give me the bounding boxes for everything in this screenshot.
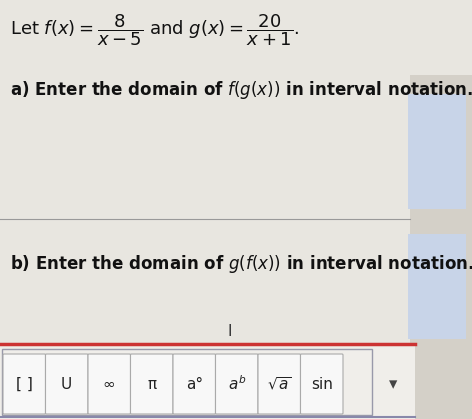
Text: Let $f(x) = \dfrac{8}{x-5}$ and $g(x) = \dfrac{20}{x+1}$.: Let $f(x) = \dfrac{8}{x-5}$ and $g(x) = … <box>10 12 299 48</box>
FancyBboxPatch shape <box>301 354 343 414</box>
Text: b) Enter the domain of $g(f(x))$ in interval notation.: b) Enter the domain of $g(f(x))$ in inte… <box>10 253 472 275</box>
Text: ▾: ▾ <box>389 375 397 393</box>
FancyBboxPatch shape <box>0 0 472 75</box>
FancyBboxPatch shape <box>258 354 301 414</box>
Text: $\sqrt{a}$: $\sqrt{a}$ <box>267 375 292 393</box>
FancyBboxPatch shape <box>0 0 410 344</box>
Text: a°: a° <box>185 377 203 391</box>
FancyBboxPatch shape <box>410 0 472 344</box>
FancyBboxPatch shape <box>408 234 466 339</box>
Text: I: I <box>228 323 232 339</box>
Text: π: π <box>147 377 156 391</box>
FancyBboxPatch shape <box>130 354 173 414</box>
Text: $a^b$: $a^b$ <box>228 375 246 393</box>
FancyBboxPatch shape <box>408 94 466 209</box>
FancyBboxPatch shape <box>45 354 88 414</box>
FancyBboxPatch shape <box>173 354 216 414</box>
FancyBboxPatch shape <box>0 344 415 419</box>
FancyBboxPatch shape <box>3 354 45 414</box>
Text: [ ]: [ ] <box>16 377 33 391</box>
FancyBboxPatch shape <box>88 354 130 414</box>
Text: a) Enter the domain of $f(g(x))$ in interval notation.: a) Enter the domain of $f(g(x))$ in inte… <box>10 79 472 101</box>
Text: sin: sin <box>311 377 333 391</box>
FancyBboxPatch shape <box>216 354 258 414</box>
Text: U: U <box>61 377 72 391</box>
Text: ∞: ∞ <box>103 377 116 391</box>
